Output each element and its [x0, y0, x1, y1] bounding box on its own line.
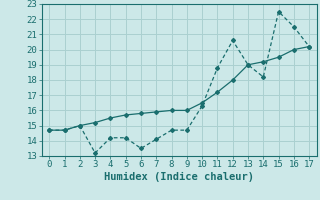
X-axis label: Humidex (Indice chaleur): Humidex (Indice chaleur) — [104, 172, 254, 182]
